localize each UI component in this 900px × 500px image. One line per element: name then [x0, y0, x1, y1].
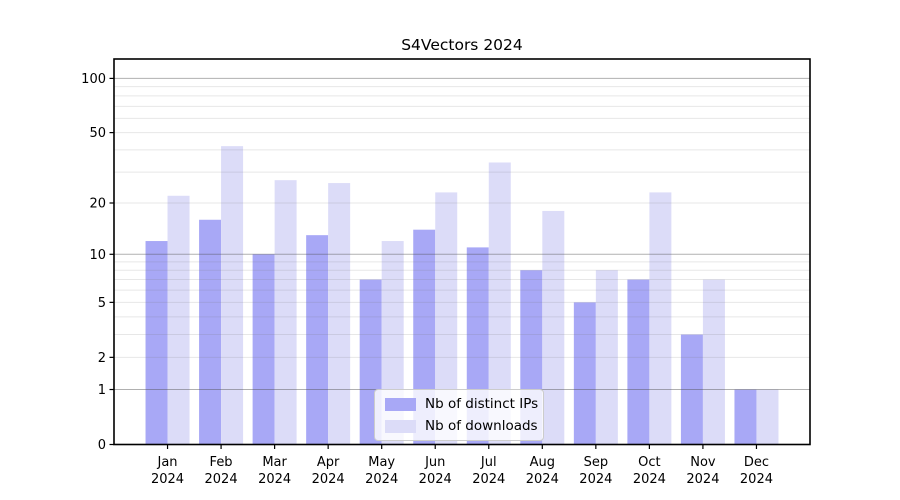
- bar-distinct-ips-feb: [199, 219, 222, 445]
- bar-downloads-sep: [595, 270, 618, 445]
- x-tick-label-year: 2024: [686, 472, 719, 487]
- y-tick-label: 0: [98, 438, 106, 453]
- plot-border: [113, 58, 811, 446]
- x-tick-label-month: Mar: [262, 455, 287, 470]
- x-tick-label-month: Nov: [690, 455, 716, 470]
- bar-downloads-feb: [221, 146, 244, 445]
- x-tick-label-month: May: [368, 455, 395, 470]
- x-tick-label-month: Jul: [480, 455, 497, 470]
- x-tick-label-month: Dec: [744, 455, 769, 470]
- bar-distinct-ips-apr: [306, 235, 329, 445]
- x-tick-label-month: Jan: [157, 455, 178, 470]
- bar-downloads-oct: [649, 192, 672, 445]
- x-tick-label-year: 2024: [151, 472, 184, 487]
- legend-label-distinct-ips: Nb of distinct IPs: [425, 396, 539, 412]
- legend-label-downloads: Nb of downloads: [425, 418, 538, 434]
- x-tick-label-year: 2024: [633, 472, 666, 487]
- bar-distinct-ips-sep: [573, 302, 596, 445]
- bar-distinct-ips-nov: [680, 334, 703, 445]
- y-tick-label: 20: [89, 196, 106, 211]
- y-tick-label: 5: [98, 296, 106, 311]
- x-tick-label-month: Jun: [424, 455, 445, 470]
- x-tick-label-month: Feb: [210, 455, 233, 470]
- bar-downloads-jul: [488, 162, 511, 445]
- x-tick-label-year: 2024: [579, 472, 612, 487]
- x-tick-label-year: 2024: [419, 472, 452, 487]
- bar-downloads-jun: [435, 192, 458, 445]
- y-tick-label: 1: [98, 383, 106, 398]
- x-tick-label-year: 2024: [365, 472, 398, 487]
- bar-downloads-jan: [167, 195, 190, 445]
- chart-title: S4Vectors 2024: [401, 36, 523, 54]
- legend-swatch-downloads: [385, 419, 416, 433]
- y-tick-label: 10: [89, 248, 106, 263]
- x-tick-label-year: 2024: [526, 472, 559, 487]
- legend-swatch-distinct-ips: [385, 397, 416, 411]
- bar-distinct-ips-mar: [252, 254, 275, 445]
- bar-distinct-ips-jan: [145, 241, 168, 445]
- x-tick-label-year: 2024: [312, 472, 345, 487]
- bar-downloads-nov: [702, 279, 725, 445]
- x-tick-label-month: Oct: [638, 455, 660, 470]
- x-tick-label-year: 2024: [740, 472, 773, 487]
- legend-item-distinct-ips: Nb of distinct IPs: [385, 396, 543, 412]
- x-tick-label-month: Sep: [584, 455, 609, 470]
- bar-downloads-apr: [328, 183, 351, 445]
- x-tick-label-year: 2024: [205, 472, 238, 487]
- y-tick-label: 100: [81, 72, 106, 87]
- legend: Nb of distinct IPs Nb of downloads: [374, 389, 544, 441]
- y-tick-label: 2: [98, 351, 106, 366]
- x-tick-label-month: Apr: [317, 455, 340, 470]
- bar-downloads-aug: [542, 210, 565, 445]
- x-tick-label-year: 2024: [258, 472, 291, 487]
- bar-distinct-ips-oct: [627, 279, 650, 445]
- y-tick-label: 50: [89, 126, 106, 141]
- x-tick-label-year: 2024: [472, 472, 505, 487]
- bar-downloads-mar: [274, 180, 297, 445]
- bar-downloads-dec: [756, 389, 779, 445]
- legend-item-downloads: Nb of downloads: [385, 418, 543, 434]
- x-tick-label-month: Aug: [530, 455, 555, 470]
- bar-distinct-ips-dec: [734, 389, 757, 445]
